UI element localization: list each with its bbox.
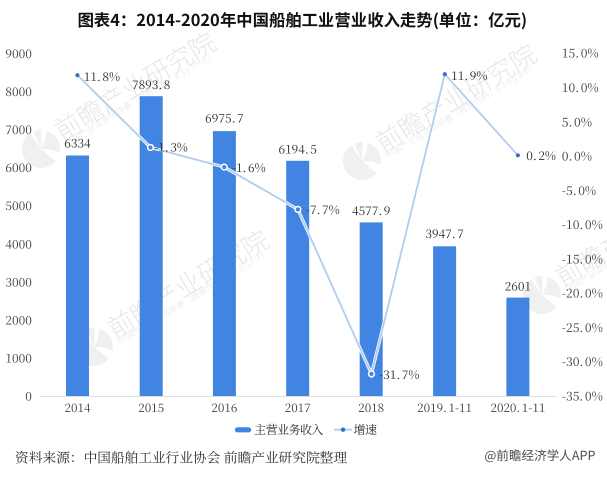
- svg-text:4577.9: 4577. 9: [352, 202, 390, 219]
- svg-text:6000: 6000: [5, 159, 32, 176]
- svg-text:9000: 9000: [5, 45, 32, 62]
- svg-text:-31.7%: -31. 7%: [379, 366, 419, 383]
- svg-text:-5.0%: -5. 0%: [562, 182, 596, 199]
- svg-text:1000: 1000: [5, 350, 32, 367]
- svg-text:2016: 2016: [211, 399, 237, 416]
- svg-text:2018: 2018: [358, 399, 384, 416]
- svg-text:-20.0%: -20. 0%: [562, 285, 603, 302]
- svg-text:-30.0%: -30. 0%: [562, 353, 603, 370]
- svg-text:5.0%: 5. 0%: [562, 113, 592, 130]
- svg-text:6975.7: 6975. 7: [205, 110, 243, 127]
- svg-text:-25.0%: -25. 0%: [562, 319, 603, 336]
- svg-text:4000: 4000: [5, 235, 32, 252]
- svg-text:8000: 8000: [5, 83, 32, 100]
- svg-text:图表4：2014-2020年中国船舶工业营业收入走势(单位：: 图表4：2014-2020年中国船舶工业营业收入走势(单位：亿元): [77, 7, 527, 31]
- svg-text:-35.0%: -35. 0%: [562, 388, 603, 405]
- svg-text:-10.0%: -10. 0%: [562, 216, 603, 233]
- svg-text:@前瞻经济学人APP: @前瞻经济学人APP: [484, 445, 595, 464]
- svg-text:11.8%: 11. 8%: [84, 68, 120, 85]
- svg-text:7000: 7000: [5, 121, 32, 138]
- svg-text:0.2%: 0. 2%: [526, 147, 556, 164]
- svg-text:2017: 2017: [285, 399, 311, 416]
- svg-text:10.0%: 10. 0%: [562, 79, 599, 96]
- svg-text:2000: 2000: [5, 312, 32, 329]
- svg-text:-1.3%: -1. 3%: [154, 139, 188, 156]
- svg-text:6194.5: 6194. 5: [278, 140, 316, 157]
- svg-text:2019.1-11: 2019. 1-11: [417, 399, 472, 416]
- svg-text:-15.0%: -15. 0%: [562, 250, 603, 267]
- svg-text:前瞻产业研究院: 前瞻产业研究院: [368, 34, 543, 159]
- svg-text:15.0%: 15. 0%: [562, 45, 599, 62]
- svg-text:3947.7: 3947. 7: [425, 225, 463, 242]
- svg-text:0.0%: 0. 0%: [562, 148, 592, 165]
- svg-text:主营业务收入: 主营业务收入: [254, 421, 323, 438]
- svg-text:-1.6%: -1. 6%: [232, 159, 266, 176]
- svg-text:5000: 5000: [5, 197, 32, 214]
- svg-text:2601: 2601: [505, 277, 531, 294]
- svg-text:7893.8: 7893. 8: [132, 76, 170, 93]
- svg-text:资料来源：中国船舶工业行业协会 前瞻产业研究院整理: 资料来源：中国船舶工业行业协会 前瞻产业研究院整理: [15, 447, 347, 467]
- svg-text:2020.1-11: 2020. 1-11: [490, 399, 545, 416]
- svg-text:2015: 2015: [138, 399, 164, 416]
- svg-text:11.9%: 11. 9%: [451, 67, 487, 84]
- svg-text:前瞻产业研究院: 前瞻产业研究院: [100, 220, 275, 345]
- svg-text:增速: 增速: [354, 421, 377, 438]
- svg-text:3000: 3000: [5, 273, 32, 290]
- svg-text:-7.7%: -7. 7%: [306, 201, 340, 218]
- svg-text:6334: 6334: [64, 135, 91, 152]
- svg-text:2014: 2014: [65, 399, 91, 416]
- svg-text:0: 0: [25, 388, 32, 405]
